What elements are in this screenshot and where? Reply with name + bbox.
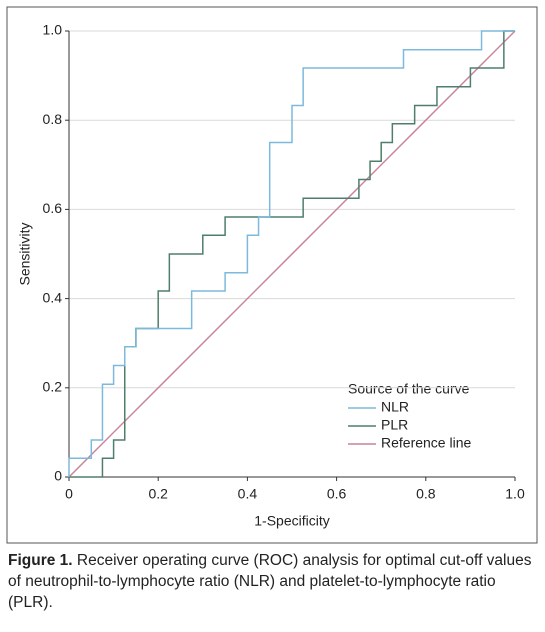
- y-tick-label: 0.8: [43, 111, 63, 127]
- caption-text: Receiver operating curve (ROC) analysis …: [8, 552, 532, 611]
- caption: Figure 1. Receiver operating curve (ROC)…: [8, 550, 538, 613]
- y-tick-label: 0: [54, 468, 62, 484]
- y-tick-label: 1.0: [43, 22, 63, 38]
- x-tick-label: 1.0: [505, 486, 525, 502]
- x-tick-label: 0.2: [148, 486, 168, 502]
- legend-title: Source of the curve: [348, 381, 470, 397]
- legend-label: Reference line: [381, 435, 471, 451]
- series-line: [68, 30, 515, 477]
- legend-label: PLR: [381, 417, 408, 433]
- y-tick-label: 0.2: [43, 379, 63, 395]
- x-axis-label: 1-Specificity: [254, 513, 329, 529]
- caption-label: Figure 1.: [8, 552, 73, 569]
- x-tick-label: 0.4: [238, 486, 258, 502]
- chart: 1-Specificity Sensitivity Source of the …: [6, 6, 538, 544]
- y-tick-label: 0.6: [43, 200, 63, 216]
- chart-frame: [6, 6, 538, 544]
- y-tick-label: 0.4: [43, 289, 63, 305]
- x-tick-label: 0.6: [327, 486, 347, 502]
- legend-label: NLR: [381, 399, 409, 415]
- series-line: [68, 30, 516, 478]
- y-axis-label: Sensitivity: [17, 222, 33, 285]
- x-tick-label: 0: [65, 486, 73, 502]
- x-tick-label: 0.8: [416, 486, 436, 502]
